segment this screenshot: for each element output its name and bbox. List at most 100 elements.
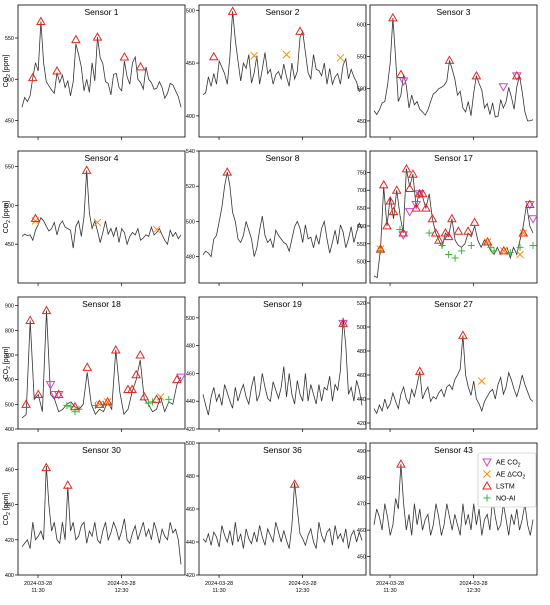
x-tick-label-time: 12:30 xyxy=(467,588,481,594)
y-tick-label: 420 xyxy=(357,421,366,427)
anomaly-noai xyxy=(516,243,524,251)
anomaly-ae-dco2 xyxy=(250,51,259,60)
anomaly-noai xyxy=(529,242,537,250)
y-tick-label: 550 xyxy=(5,165,14,171)
panel-sensor-3: Sensor 3 450 500 550 600 xyxy=(357,4,538,140)
anomaly-lstm xyxy=(27,72,38,82)
anomaly-ae-co2 xyxy=(176,373,186,383)
anomaly-lstm xyxy=(518,228,529,237)
x-tick-label-date: 2024-03-28 xyxy=(107,581,135,587)
series-line xyxy=(373,17,534,122)
y-tick-label: 700 xyxy=(357,188,366,194)
panel-sensor-17: Sensor 17 500 550 600 650 700 750 xyxy=(357,150,538,286)
y-tick-label: 700 xyxy=(5,353,14,359)
anomaly-ae-co2 xyxy=(45,381,56,390)
panel-title: Sensor 30 xyxy=(82,445,121,455)
y-tick-label: 470 xyxy=(357,502,366,508)
anomaly-lstm xyxy=(81,165,92,174)
y-tick-label: 540 xyxy=(186,149,195,155)
anomaly-lstm xyxy=(469,217,480,226)
anomaly-lstm xyxy=(135,61,146,71)
series-line xyxy=(202,172,363,258)
anomaly-ae-dco2 xyxy=(477,377,486,385)
y-tick-label: 400 xyxy=(186,114,195,120)
series-line xyxy=(21,310,182,419)
y-tick-label: 420 xyxy=(186,573,195,579)
legend-marker-noai xyxy=(483,494,491,502)
legend-marker-lstm xyxy=(482,480,492,490)
y-tick-label: 440 xyxy=(5,503,14,509)
legend-label: NO-AI xyxy=(496,496,516,503)
y-tick-label: 500 xyxy=(186,316,195,322)
panel-title: Sensor 3 xyxy=(436,7,470,17)
y-tick-label: 480 xyxy=(186,474,195,480)
anomaly-lstm xyxy=(41,305,52,315)
anomaly-lstm xyxy=(21,399,31,408)
y-tick-label: 550 xyxy=(357,55,366,61)
panel-sensor-19: Sensor 19 420 440 460 480 500 xyxy=(186,296,367,433)
anomaly-ae-dco2 xyxy=(499,247,508,255)
y-tick-label: 440 xyxy=(186,540,195,546)
anomaly-noai xyxy=(451,254,459,262)
legend-label: LSTM xyxy=(496,484,515,491)
anomaly-lstm xyxy=(408,169,418,178)
legend-label: AE CO2 xyxy=(496,460,521,469)
anomaly-lstm xyxy=(471,70,482,80)
y-tick-label: 440 xyxy=(357,397,366,403)
anomaly-lstm xyxy=(524,199,535,209)
anomaly-ae-dco2 xyxy=(336,53,345,62)
anomaly-noai xyxy=(445,250,453,258)
panel-sensor-18: Sensor 18 400 500 600 700 800 900 CO2 [ppm] xyxy=(3,296,186,433)
y-tick-label: 490 xyxy=(357,449,366,455)
anomaly-lstm xyxy=(440,228,451,237)
anomaly-ae-co2 xyxy=(398,231,409,240)
anomaly-lstm xyxy=(295,26,305,35)
anomaly-lstm xyxy=(71,34,81,44)
y-axis-label: CO2 [ppm] xyxy=(3,347,12,380)
anomaly-lstm xyxy=(52,65,62,75)
anomaly-lstm xyxy=(62,480,73,489)
anomaly-lstm xyxy=(458,330,468,339)
y-tick-label: 500 xyxy=(5,77,14,83)
panel-title: Sensor 18 xyxy=(82,299,121,309)
x-tick-label-time: 11:30 xyxy=(31,588,44,594)
anomaly-ae-co2 xyxy=(498,83,509,92)
anomaly-lstm xyxy=(338,318,348,327)
anomaly-lstm xyxy=(36,16,46,25)
panel-title: Sensor 1 xyxy=(84,7,118,17)
anomaly-lstm xyxy=(33,389,44,398)
panel-sensor-36: Sensor 364204404604805002024-03-2811:302… xyxy=(186,441,367,594)
panel-sensor-1: Sensor 1 450 500 550 CO2 [ppm] xyxy=(3,4,186,140)
y-tick-label: 500 xyxy=(357,325,366,331)
y-tick-label: 500 xyxy=(186,441,195,447)
anomaly-lstm xyxy=(398,228,409,237)
y-tick-label: 440 xyxy=(186,399,195,405)
y-tick-label: 500 xyxy=(186,8,195,14)
y-tick-label: 500 xyxy=(5,402,14,408)
anomaly-lstm xyxy=(417,188,428,198)
anomaly-lstm xyxy=(453,226,464,235)
y-tick-label: 480 xyxy=(186,255,195,261)
x-tick-label-date: 2024-03-28 xyxy=(376,581,404,587)
y-tick-label: 500 xyxy=(186,219,195,225)
anomaly-noai xyxy=(506,249,514,257)
x-tick-label-time: 12:30 xyxy=(296,588,310,594)
anomaly-lstm xyxy=(289,479,300,488)
legend-box xyxy=(477,452,537,508)
y-tick-label: 600 xyxy=(357,224,366,230)
y-tick-label: 550 xyxy=(357,242,366,248)
anomaly-noai xyxy=(63,402,71,410)
series-line xyxy=(21,21,182,108)
anomaly-lstm xyxy=(227,6,238,15)
anomaly-lstm xyxy=(411,203,422,212)
y-tick-label: 460 xyxy=(357,373,366,379)
anomaly-lstm xyxy=(41,462,52,472)
y-tick-label: 420 xyxy=(5,538,14,544)
anomaly-ae-dco2 xyxy=(93,218,102,227)
anomaly-lstm xyxy=(127,384,137,394)
anomaly-lstm xyxy=(430,228,441,237)
anomaly-lstm xyxy=(443,231,454,241)
anomaly-ae-dco2 xyxy=(376,245,385,253)
y-tick-label: 500 xyxy=(357,87,366,93)
y-axis-label: CO2 [ppm] xyxy=(3,55,12,88)
